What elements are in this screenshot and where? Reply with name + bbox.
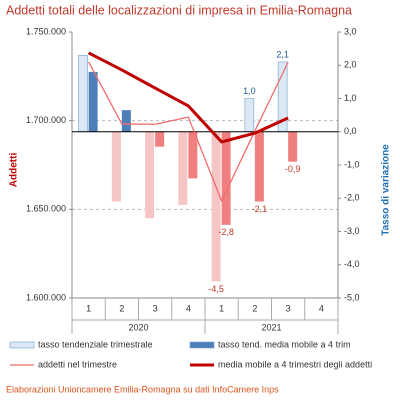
group-label: 2020: [128, 322, 148, 332]
data-label: 1,0: [243, 86, 256, 96]
y2-tick-label: -5,0: [344, 292, 360, 302]
y2-axis-label: Tasso di variazione: [381, 144, 392, 236]
y-tick-label: 1.600.000: [26, 292, 66, 302]
y2-tick-label: 2,0: [344, 60, 357, 70]
data-label: -2,1: [252, 204, 268, 214]
bar: [254, 131, 264, 202]
y-tick-label: 1.650.000: [26, 204, 66, 214]
x-tick-label: 4: [186, 303, 191, 313]
y2-tick-label: -1,0: [344, 159, 360, 169]
line: [87, 51, 289, 144]
bar: [221, 131, 231, 225]
chart-title: Addetti totali delle localizzazioni di i…: [6, 3, 352, 17]
footer: Elaborazioni Unioncamere Emilia-Romagna …: [6, 384, 279, 394]
data-label: -0,9: [285, 164, 301, 174]
data-label: 2,1: [276, 49, 289, 59]
x-tick-label: 2: [252, 303, 257, 313]
bar: [178, 131, 188, 205]
legend-swatch: [189, 341, 215, 349]
bar: [155, 131, 165, 147]
y2-tick-label: -4,0: [344, 259, 360, 269]
y2-tick-label: 3,0: [344, 26, 357, 36]
data-label: -4,5: [208, 284, 224, 294]
bar: [188, 131, 198, 179]
legend-label: tasso tend. media mobile a 4 trim: [218, 339, 351, 349]
group-label: 2021: [261, 322, 281, 332]
x-tick-label: 2: [119, 303, 124, 313]
y2-tick-label: -3,0: [344, 226, 360, 236]
legend-label: media mobile a 4 trimestri degli addetti: [218, 359, 372, 369]
y2-tick-label: -2,0: [344, 193, 360, 203]
bar: [88, 71, 98, 132]
x-tick-label: 3: [286, 303, 291, 313]
y2-tick-label: 0,0: [344, 126, 357, 136]
bar: [288, 131, 298, 162]
legend-swatch: [9, 341, 35, 349]
bar: [111, 131, 121, 202]
bar: [145, 131, 155, 219]
bar: [211, 131, 221, 282]
y-tick-label: 1.700.000: [26, 115, 66, 125]
data-label: -2,8: [218, 227, 234, 237]
legend-label: addetti nel trimestre: [38, 359, 117, 369]
x-tick-label: 1: [86, 303, 91, 313]
bar: [244, 98, 255, 133]
bar: [121, 110, 131, 132]
x-tick-label: 1: [219, 303, 224, 313]
x-tick-label: 3: [153, 303, 158, 313]
legend-label: tasso tendenziale trimestrale: [38, 339, 153, 349]
y-axis-label: Addetti: [9, 153, 20, 188]
bar: [78, 54, 88, 133]
y-tick-label: 1.750.000: [26, 26, 66, 36]
line: [88, 61, 289, 202]
x-tick-label: 4: [319, 303, 324, 313]
y2-tick-label: 1,0: [344, 93, 357, 103]
